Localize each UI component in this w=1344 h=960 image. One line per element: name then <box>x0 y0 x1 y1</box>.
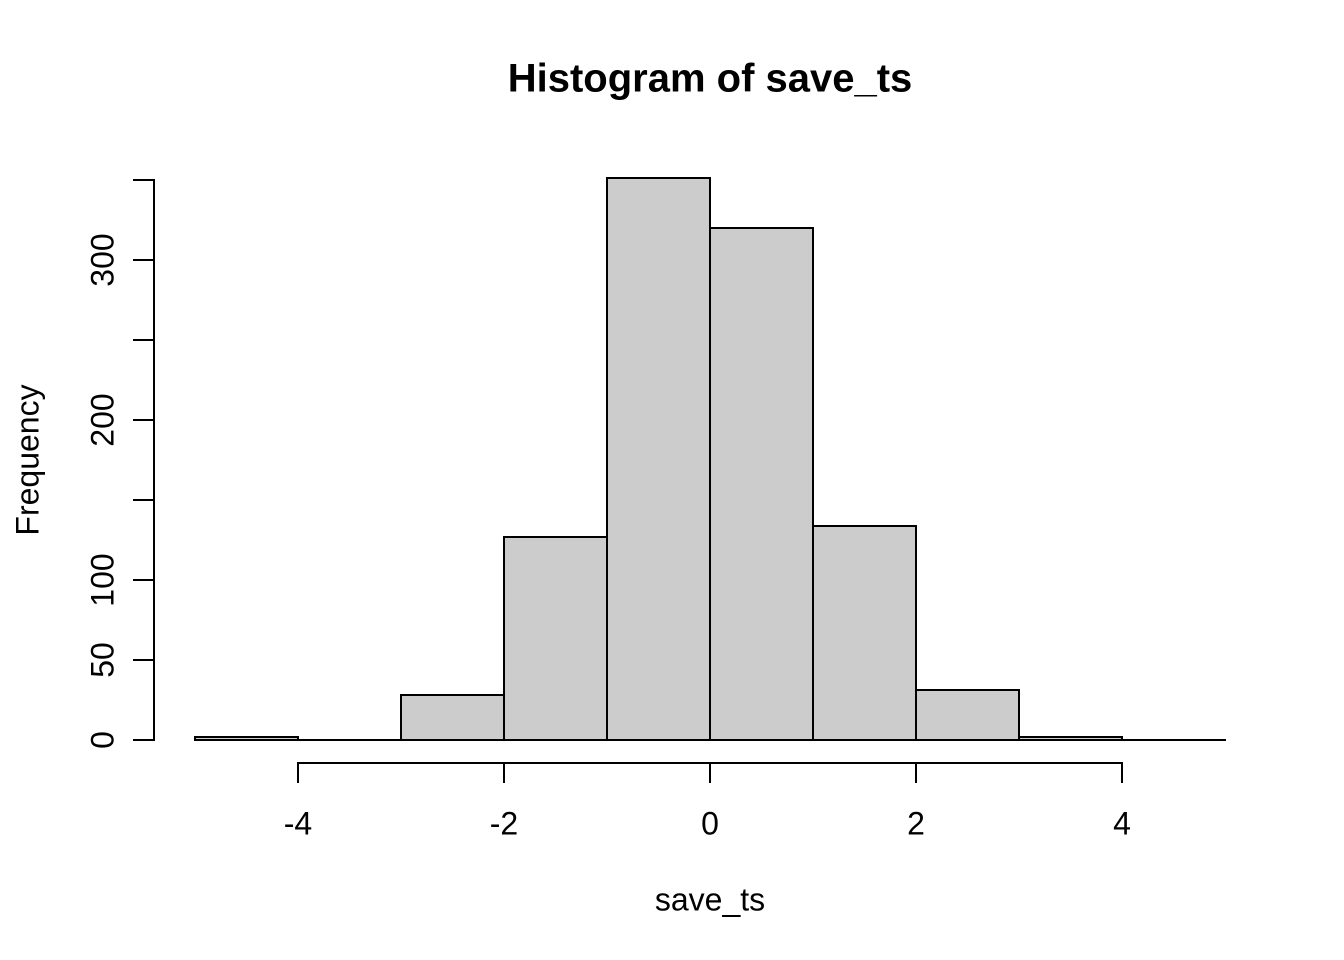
y-tick <box>133 499 153 501</box>
x-tick-label: 0 <box>701 805 719 842</box>
y-tick <box>133 419 153 421</box>
y-tick-label: 100 <box>84 553 121 607</box>
x-tick-label: 2 <box>907 805 925 842</box>
histogram-bar <box>606 177 711 741</box>
chart-title: Histogram of save_ts <box>507 56 913 101</box>
y-tick-label: 200 <box>84 393 121 447</box>
histogram-bar <box>709 227 814 741</box>
x-tick <box>709 763 711 783</box>
histogram-bar <box>194 735 299 741</box>
x-tick-label: 4 <box>1113 805 1131 842</box>
y-tick <box>133 179 153 181</box>
histogram-bar <box>812 524 917 741</box>
x-tick <box>1121 763 1123 783</box>
histogram-bar <box>503 535 608 741</box>
y-tick <box>133 739 153 741</box>
y-axis-label: Frequency <box>9 384 46 536</box>
x-tick-label: -4 <box>283 805 313 842</box>
x-tick <box>297 763 299 783</box>
y-tick <box>133 259 153 261</box>
y-tick <box>133 659 153 661</box>
x-axis-label: save_ts <box>654 881 766 918</box>
y-tick-label: 0 <box>84 731 121 749</box>
y-tick-label: 300 <box>84 233 121 287</box>
histogram-bar <box>400 694 505 741</box>
x-tick <box>503 763 505 783</box>
histogram-bar <box>915 689 1020 741</box>
histogram-bar <box>1018 735 1123 741</box>
y-axis-line <box>153 179 155 741</box>
x-tick-label: -2 <box>489 805 519 842</box>
x-tick <box>915 763 917 783</box>
y-tick <box>133 579 153 581</box>
y-tick <box>133 339 153 341</box>
y-tick-label: 50 <box>84 642 121 678</box>
